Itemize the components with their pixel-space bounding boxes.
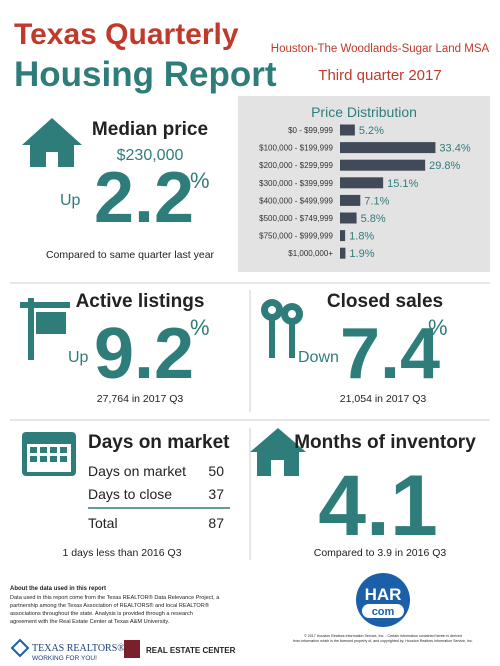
tamu-logo xyxy=(124,640,140,658)
calendar-icon xyxy=(22,432,76,476)
house-icon xyxy=(250,428,306,476)
keys-icon xyxy=(261,299,303,358)
region: Houston-The Woodlands-Sugar Land MSA xyxy=(271,43,490,55)
inventory-value: 4.1 xyxy=(318,458,438,554)
category-label: $500,000 - $749,999 xyxy=(259,214,333,223)
value-label: 29.8% xyxy=(429,160,460,172)
period: Third quarter 2017 xyxy=(318,67,441,84)
value-label: 7.1% xyxy=(364,195,389,207)
closed-note: 21,054 in 2017 Q3 xyxy=(340,393,427,405)
category-label: $200,000 - $299,999 xyxy=(259,161,333,170)
category-label: $1,000,000+ xyxy=(288,249,333,258)
active-change: 9.2 xyxy=(94,314,194,394)
active-unit: % xyxy=(190,315,210,340)
days-total-label: Total xyxy=(88,515,118,531)
about-line: Data used in this report come from the T… xyxy=(10,594,220,601)
value-label: 1.9% xyxy=(349,248,374,260)
median-change: 2.2 xyxy=(94,158,194,238)
category-label: $100,000 - $199,999 xyxy=(259,144,333,153)
bar xyxy=(340,194,361,206)
value-label: 1.8% xyxy=(349,231,374,243)
bar xyxy=(340,124,355,136)
days-total-value: 87 xyxy=(208,515,224,531)
median-title: Median price xyxy=(92,119,208,140)
texas-realtors: TEXAS REALTORS® xyxy=(32,643,125,654)
har-logo-text: HAR xyxy=(365,585,402,604)
days-row-label: Days to close xyxy=(88,486,172,502)
title-line1: Texas Quarterly xyxy=(14,18,239,51)
house-icon xyxy=(22,118,82,167)
category-label: $300,000 - $399,999 xyxy=(259,179,333,188)
closed-unit: % xyxy=(428,315,448,340)
value-label: 5.2% xyxy=(359,125,384,137)
distribution-chart: $0 - $99,999 5.2% $100,000 - $199,999 33.4%… xyxy=(259,124,471,260)
texas-realtors-logo xyxy=(10,638,30,658)
title-line2: Housing Report xyxy=(14,55,277,94)
about-line: associations throughout the state. Analy… xyxy=(10,611,193,617)
bar xyxy=(340,142,436,154)
days-title: Days on market xyxy=(88,432,230,453)
bar xyxy=(340,230,346,242)
distribution-title: Price Distribution xyxy=(311,104,417,120)
category-label: $750,000 - $999,999 xyxy=(259,232,333,241)
active-direction: Up xyxy=(68,349,89,366)
active-note: 27,764 in 2017 Q3 xyxy=(97,393,184,405)
bar xyxy=(340,177,384,189)
days-row-value: 37 xyxy=(208,486,224,502)
days-note: 1 days less than 2016 Q3 xyxy=(62,547,181,559)
sign-icon xyxy=(20,298,70,360)
closed-title: Closed sales xyxy=(327,291,443,312)
har-logo-pill xyxy=(362,604,404,618)
real-estate-center: REAL ESTATE CENTER xyxy=(146,646,236,655)
copyright-line: from information which is the licensed p… xyxy=(293,639,473,643)
active-title: Active listings xyxy=(76,291,205,312)
inventory-note: Compared to 3.9 in 2016 Q3 xyxy=(314,547,447,559)
median-direction: Up xyxy=(60,192,81,209)
about-line: partnership among the Texas Association … xyxy=(10,602,210,609)
value-label: 5.8% xyxy=(361,213,386,225)
value-label: 33.4% xyxy=(439,143,470,155)
median-note: Compared to same quarter last year xyxy=(46,249,215,261)
bar xyxy=(340,247,346,259)
closed-change: 7.4 xyxy=(340,314,440,394)
median-price: $230,000 xyxy=(117,147,184,164)
category-label: $400,000 - $499,999 xyxy=(259,196,333,205)
days-row-value: 50 xyxy=(208,463,224,479)
copyright-line: © 2017 Houston Realtors Information Serv… xyxy=(304,634,462,638)
inventory-title: Months of inventory xyxy=(294,432,476,453)
about-line: agreement with the Real Estate Center at… xyxy=(10,619,170,625)
texas-realtors-tagline: WORKING FOR YOU! xyxy=(32,655,97,662)
median-unit: % xyxy=(190,168,210,193)
category-label: $0 - $99,999 xyxy=(288,126,333,135)
value-label: 15.1% xyxy=(387,178,418,190)
about-title: About the data used in this report xyxy=(10,586,106,592)
bar xyxy=(340,212,357,224)
days-row-label: Days on market xyxy=(88,463,186,479)
closed-direction: Down xyxy=(298,349,339,366)
har-logo-text: com xyxy=(372,606,395,618)
bar xyxy=(340,159,426,171)
